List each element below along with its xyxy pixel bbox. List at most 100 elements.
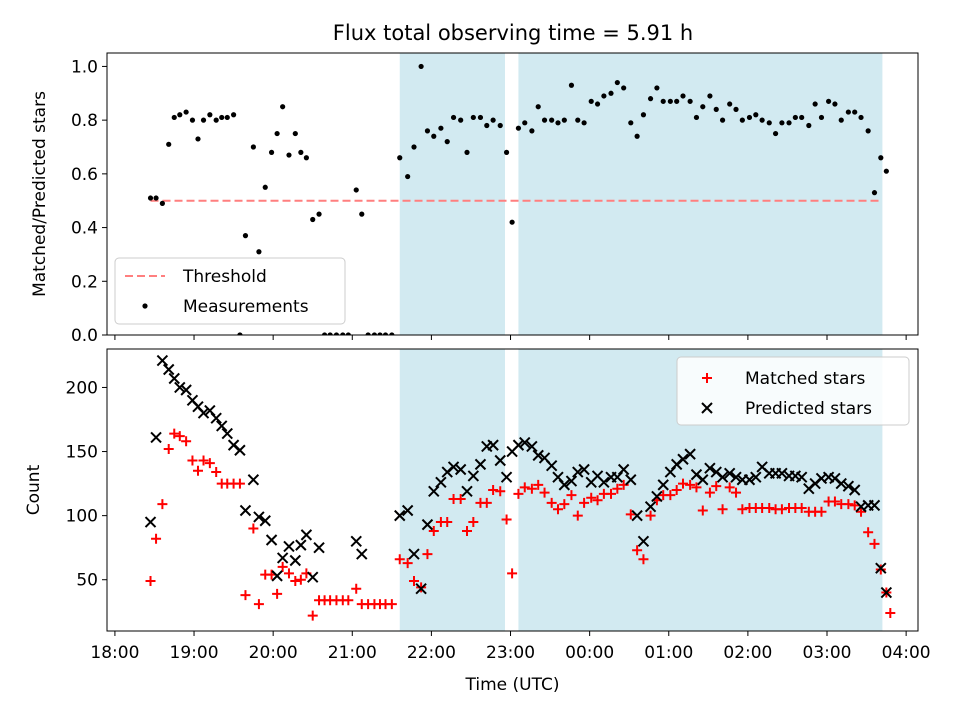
predicted-star-point: [168, 372, 180, 385]
matched-star-point: [717, 504, 728, 515]
predicted-star-point: [558, 479, 571, 491]
y-tick-label: 0.0: [71, 326, 98, 346]
measurement-point: [601, 93, 607, 99]
predicted-star-point: [253, 511, 265, 523]
measurement-point: [242, 233, 249, 239]
measurement-point: [792, 114, 798, 121]
matched-star-point: [625, 509, 636, 520]
matched-star-point: [526, 483, 537, 494]
plot-area: [147, 63, 889, 335]
matched-star-point: [533, 479, 544, 490]
predicted-star-point: [435, 476, 447, 489]
measurement-point: [727, 101, 733, 107]
predicted-star-point: [307, 571, 319, 583]
measurement-point: [719, 117, 726, 123]
measurement-point: [693, 114, 700, 121]
matched-star-point: [488, 485, 499, 495]
matched-star-point: [307, 610, 318, 621]
measurement-point: [594, 101, 601, 107]
measurement-point: [365, 332, 371, 335]
measurement-point: [634, 133, 640, 139]
matched-star-point: [422, 549, 433, 560]
predicted-star-point: [512, 439, 525, 451]
predicted-star-point: [487, 439, 499, 451]
measurement-point: [303, 155, 309, 161]
predicted-star-point: [848, 484, 861, 496]
predicted-star-point: [572, 466, 584, 478]
matched-star-point: [163, 443, 174, 454]
predicted-star-point: [598, 476, 610, 489]
matched-star-point: [181, 436, 192, 447]
predicted-star-point: [625, 474, 637, 486]
matched-star-point: [711, 481, 722, 492]
measurement-point: [490, 117, 496, 123]
legend-box: [114, 257, 346, 325]
predicted-star-point: [519, 436, 531, 449]
measurement-point: [549, 117, 555, 123]
matched-star-point: [731, 487, 742, 498]
y-tick-label: 150: [66, 443, 98, 463]
predicted-star-point: [408, 548, 420, 560]
matched-star-point: [192, 465, 203, 476]
matched-star-point: [579, 497, 590, 508]
measurement-point: [237, 332, 243, 335]
matched-star-point: [145, 576, 156, 587]
predicted-star-point: [461, 485, 473, 497]
predicted-star-point: [723, 467, 736, 480]
matched-star-point: [277, 561, 288, 572]
predicted-star-point: [651, 490, 663, 503]
measurement-point: [438, 125, 444, 131]
matched-star-point: [606, 488, 617, 499]
predicted-star-point: [467, 470, 480, 482]
measurement-point: [707, 93, 713, 99]
measurement-point: [753, 112, 759, 118]
x-tick-label: 22:00: [407, 643, 456, 663]
matched-star-point: [187, 455, 198, 466]
measurement-point: [555, 120, 561, 126]
matched-star-point: [697, 505, 708, 516]
matched-star-point: [737, 504, 748, 515]
measurement-point: [321, 332, 328, 335]
measurement-point: [858, 114, 864, 121]
legend: Threshold Measurements: [114, 257, 346, 325]
predicted-star-point: [221, 427, 233, 440]
predicted-star-point: [421, 518, 434, 531]
y-tick-label: 200: [66, 378, 98, 398]
shaded-interval: [518, 53, 883, 335]
measurement-point: [377, 332, 383, 335]
measurement-point: [219, 114, 225, 121]
legend-predicted-swatch: [701, 402, 713, 414]
measurement-point: [431, 133, 437, 139]
matched-star-point: [283, 568, 294, 579]
measurement-point: [838, 117, 844, 123]
matched-star-point: [632, 545, 643, 556]
y-tick-label: 100: [66, 507, 98, 527]
predicted-star-point: [795, 471, 808, 483]
predicted-star-point: [500, 471, 513, 483]
measurement-point: [166, 141, 172, 147]
measurement-point: [522, 120, 528, 126]
predicted-star-point: [532, 449, 544, 462]
matched-star-point: [151, 533, 162, 544]
measurement-point: [183, 109, 189, 115]
measurement-point: [405, 173, 411, 180]
plot-area: [144, 354, 896, 621]
measurement-point: [515, 125, 522, 131]
x-tick-label: 01:00: [644, 643, 693, 663]
measurement-point: [458, 117, 464, 123]
top-panel: 0.0 0.2 0.4 0.6 0.8 1.0 Matched/Predicted star…: [30, 52, 919, 346]
matched-star-point: [539, 487, 550, 498]
measurement-point: [147, 195, 154, 201]
predicted-star-point: [454, 463, 467, 476]
matched-star-point: [481, 497, 492, 508]
matched-star-point: [586, 492, 597, 503]
matched-star-point: [157, 499, 168, 510]
measurement-point: [660, 98, 666, 104]
predicted-star-point: [704, 462, 716, 474]
measurement-point: [159, 200, 165, 206]
predicted-star-point: [617, 463, 630, 476]
measurement-point: [316, 211, 322, 217]
measurement-point: [503, 149, 510, 155]
predicted-star-point: [247, 474, 260, 486]
